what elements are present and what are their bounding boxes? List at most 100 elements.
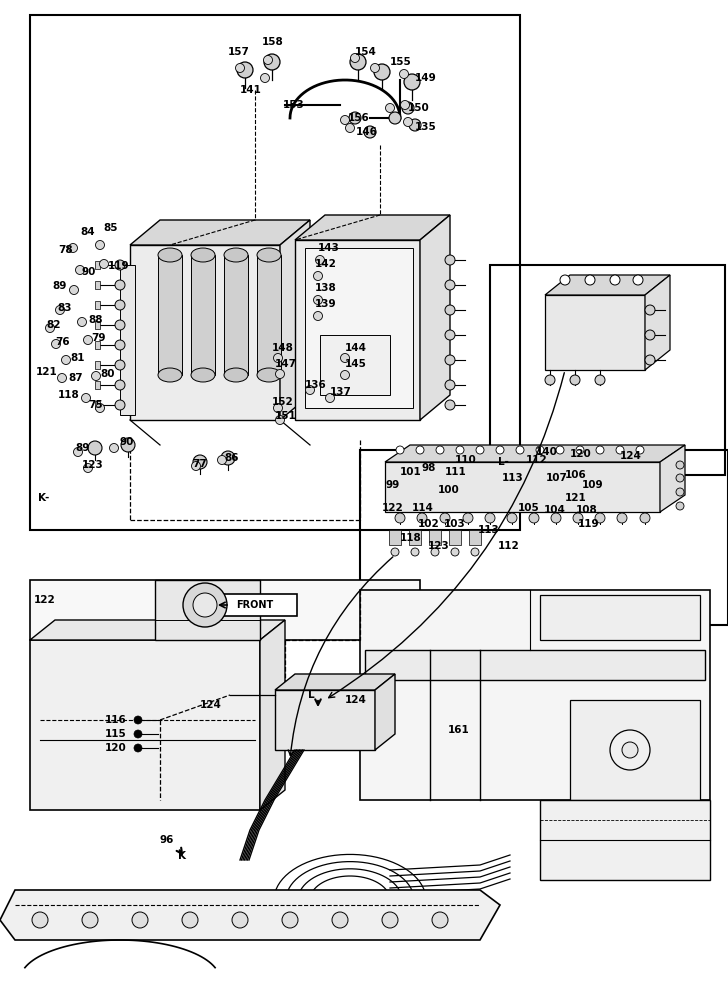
Text: 87: 87 [68, 373, 82, 383]
Text: 81: 81 [70, 353, 84, 363]
Circle shape [55, 306, 65, 314]
Polygon shape [275, 690, 375, 750]
Bar [30, 15, 520, 530]
Text: 116: 116 [105, 715, 127, 725]
Circle shape [221, 451, 235, 465]
Circle shape [115, 260, 125, 270]
Circle shape [596, 446, 604, 454]
Polygon shape [540, 595, 700, 640]
Text: 79: 79 [91, 333, 106, 343]
Circle shape [84, 464, 92, 473]
Circle shape [396, 446, 404, 454]
Circle shape [545, 375, 555, 385]
Circle shape [115, 360, 125, 370]
Circle shape [346, 123, 355, 132]
Text: 119: 119 [578, 519, 600, 529]
Circle shape [95, 240, 105, 249]
Circle shape [371, 64, 379, 73]
Circle shape [409, 119, 421, 131]
Text: 98: 98 [422, 463, 436, 473]
Circle shape [610, 730, 650, 770]
Circle shape [261, 74, 269, 83]
Polygon shape [660, 445, 685, 512]
Circle shape [445, 380, 455, 390]
Circle shape [645, 355, 655, 365]
Circle shape [585, 275, 595, 285]
Circle shape [341, 354, 349, 362]
Circle shape [529, 513, 539, 523]
Circle shape [391, 548, 399, 556]
Circle shape [115, 300, 125, 310]
Polygon shape [120, 265, 135, 415]
Circle shape [349, 112, 361, 124]
Circle shape [115, 380, 125, 390]
Circle shape [640, 513, 650, 523]
Text: 124: 124 [345, 695, 367, 705]
Circle shape [100, 259, 108, 268]
Circle shape [182, 912, 198, 928]
Circle shape [134, 716, 142, 724]
Circle shape [389, 112, 401, 124]
Circle shape [645, 330, 655, 340]
Circle shape [275, 369, 285, 378]
Circle shape [32, 912, 48, 928]
Circle shape [617, 513, 627, 523]
Polygon shape [385, 445, 685, 462]
Text: 120: 120 [105, 743, 127, 753]
Text: 84: 84 [80, 227, 95, 237]
Text: K-: K- [38, 493, 50, 503]
Polygon shape [95, 341, 100, 349]
Ellipse shape [158, 368, 182, 382]
Circle shape [92, 371, 100, 380]
Polygon shape [365, 650, 705, 680]
Text: 139: 139 [315, 299, 336, 309]
Text: 121: 121 [36, 367, 58, 377]
Text: 157: 157 [228, 47, 250, 57]
Circle shape [560, 275, 570, 285]
Circle shape [445, 280, 455, 290]
Circle shape [315, 255, 325, 264]
Polygon shape [30, 580, 420, 640]
Text: 136: 136 [305, 380, 327, 390]
Circle shape [556, 446, 564, 454]
Circle shape [636, 446, 644, 454]
Circle shape [109, 444, 119, 452]
Text: 155: 155 [390, 57, 412, 67]
Circle shape [676, 488, 684, 496]
Circle shape [633, 275, 643, 285]
Circle shape [95, 403, 105, 412]
Text: 146: 146 [356, 127, 378, 137]
Polygon shape [449, 530, 461, 545]
Circle shape [88, 441, 102, 455]
Circle shape [364, 126, 376, 138]
Circle shape [237, 62, 253, 78]
Text: 114: 114 [412, 503, 434, 513]
Circle shape [82, 393, 90, 402]
Circle shape [193, 593, 217, 617]
Text: 90: 90 [120, 437, 135, 447]
Text: 118: 118 [400, 533, 422, 543]
Circle shape [191, 462, 200, 471]
Text: 121: 121 [565, 493, 587, 503]
Circle shape [193, 455, 207, 469]
Text: 88: 88 [88, 315, 103, 325]
Polygon shape [130, 245, 280, 420]
Text: 122: 122 [382, 503, 404, 513]
Circle shape [58, 373, 66, 382]
Text: 153: 153 [283, 100, 305, 110]
Circle shape [445, 305, 455, 315]
Circle shape [386, 104, 395, 112]
Text: 120: 120 [570, 449, 592, 459]
Text: 101: 101 [400, 467, 422, 477]
Text: 140: 140 [536, 447, 558, 457]
Ellipse shape [158, 248, 182, 262]
Circle shape [350, 54, 366, 70]
Circle shape [402, 102, 414, 114]
Circle shape [69, 286, 79, 294]
Circle shape [676, 461, 684, 469]
Circle shape [516, 446, 524, 454]
Text: 76: 76 [55, 337, 70, 347]
Circle shape [183, 583, 227, 627]
Bar [360, 450, 728, 625]
Circle shape [61, 356, 71, 364]
